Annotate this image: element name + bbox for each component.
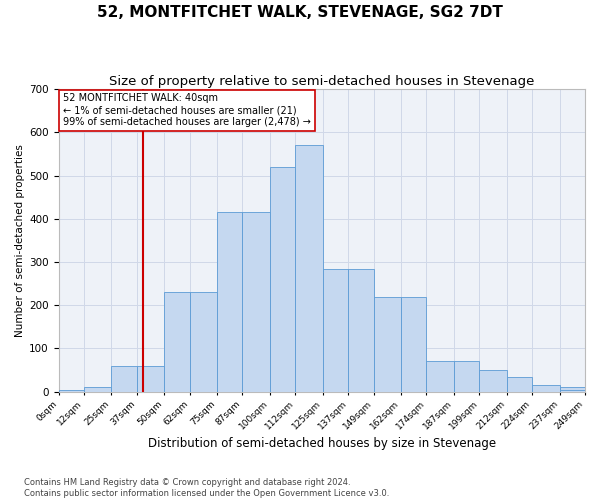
Bar bbox=[507, 376, 532, 392]
Bar bbox=[560, 390, 585, 392]
Bar bbox=[164, 292, 190, 392]
Bar bbox=[59, 390, 84, 392]
Bar bbox=[479, 370, 507, 392]
Bar bbox=[84, 388, 112, 392]
Text: 52, MONTFITCHET WALK, STEVENAGE, SG2 7DT: 52, MONTFITCHET WALK, STEVENAGE, SG2 7DT bbox=[97, 5, 503, 20]
Bar bbox=[190, 292, 217, 392]
Bar bbox=[532, 385, 560, 392]
Bar bbox=[295, 146, 323, 392]
Bar bbox=[242, 212, 270, 392]
Bar bbox=[270, 167, 295, 392]
Bar bbox=[401, 296, 427, 392]
Bar bbox=[323, 268, 348, 392]
Bar bbox=[560, 388, 585, 392]
Bar bbox=[374, 296, 401, 392]
Bar bbox=[112, 366, 137, 392]
Text: Contains HM Land Registry data © Crown copyright and database right 2024.
Contai: Contains HM Land Registry data © Crown c… bbox=[24, 478, 389, 498]
Y-axis label: Number of semi-detached properties: Number of semi-detached properties bbox=[15, 144, 25, 337]
Bar bbox=[348, 268, 374, 392]
X-axis label: Distribution of semi-detached houses by size in Stevenage: Distribution of semi-detached houses by … bbox=[148, 437, 496, 450]
Text: 52 MONTFITCHET WALK: 40sqm
← 1% of semi-detached houses are smaller (21)
99% of : 52 MONTFITCHET WALK: 40sqm ← 1% of semi-… bbox=[63, 94, 311, 126]
Bar bbox=[454, 362, 479, 392]
Bar bbox=[427, 362, 454, 392]
Title: Size of property relative to semi-detached houses in Stevenage: Size of property relative to semi-detach… bbox=[109, 75, 535, 88]
Bar bbox=[217, 212, 242, 392]
Bar bbox=[137, 366, 164, 392]
